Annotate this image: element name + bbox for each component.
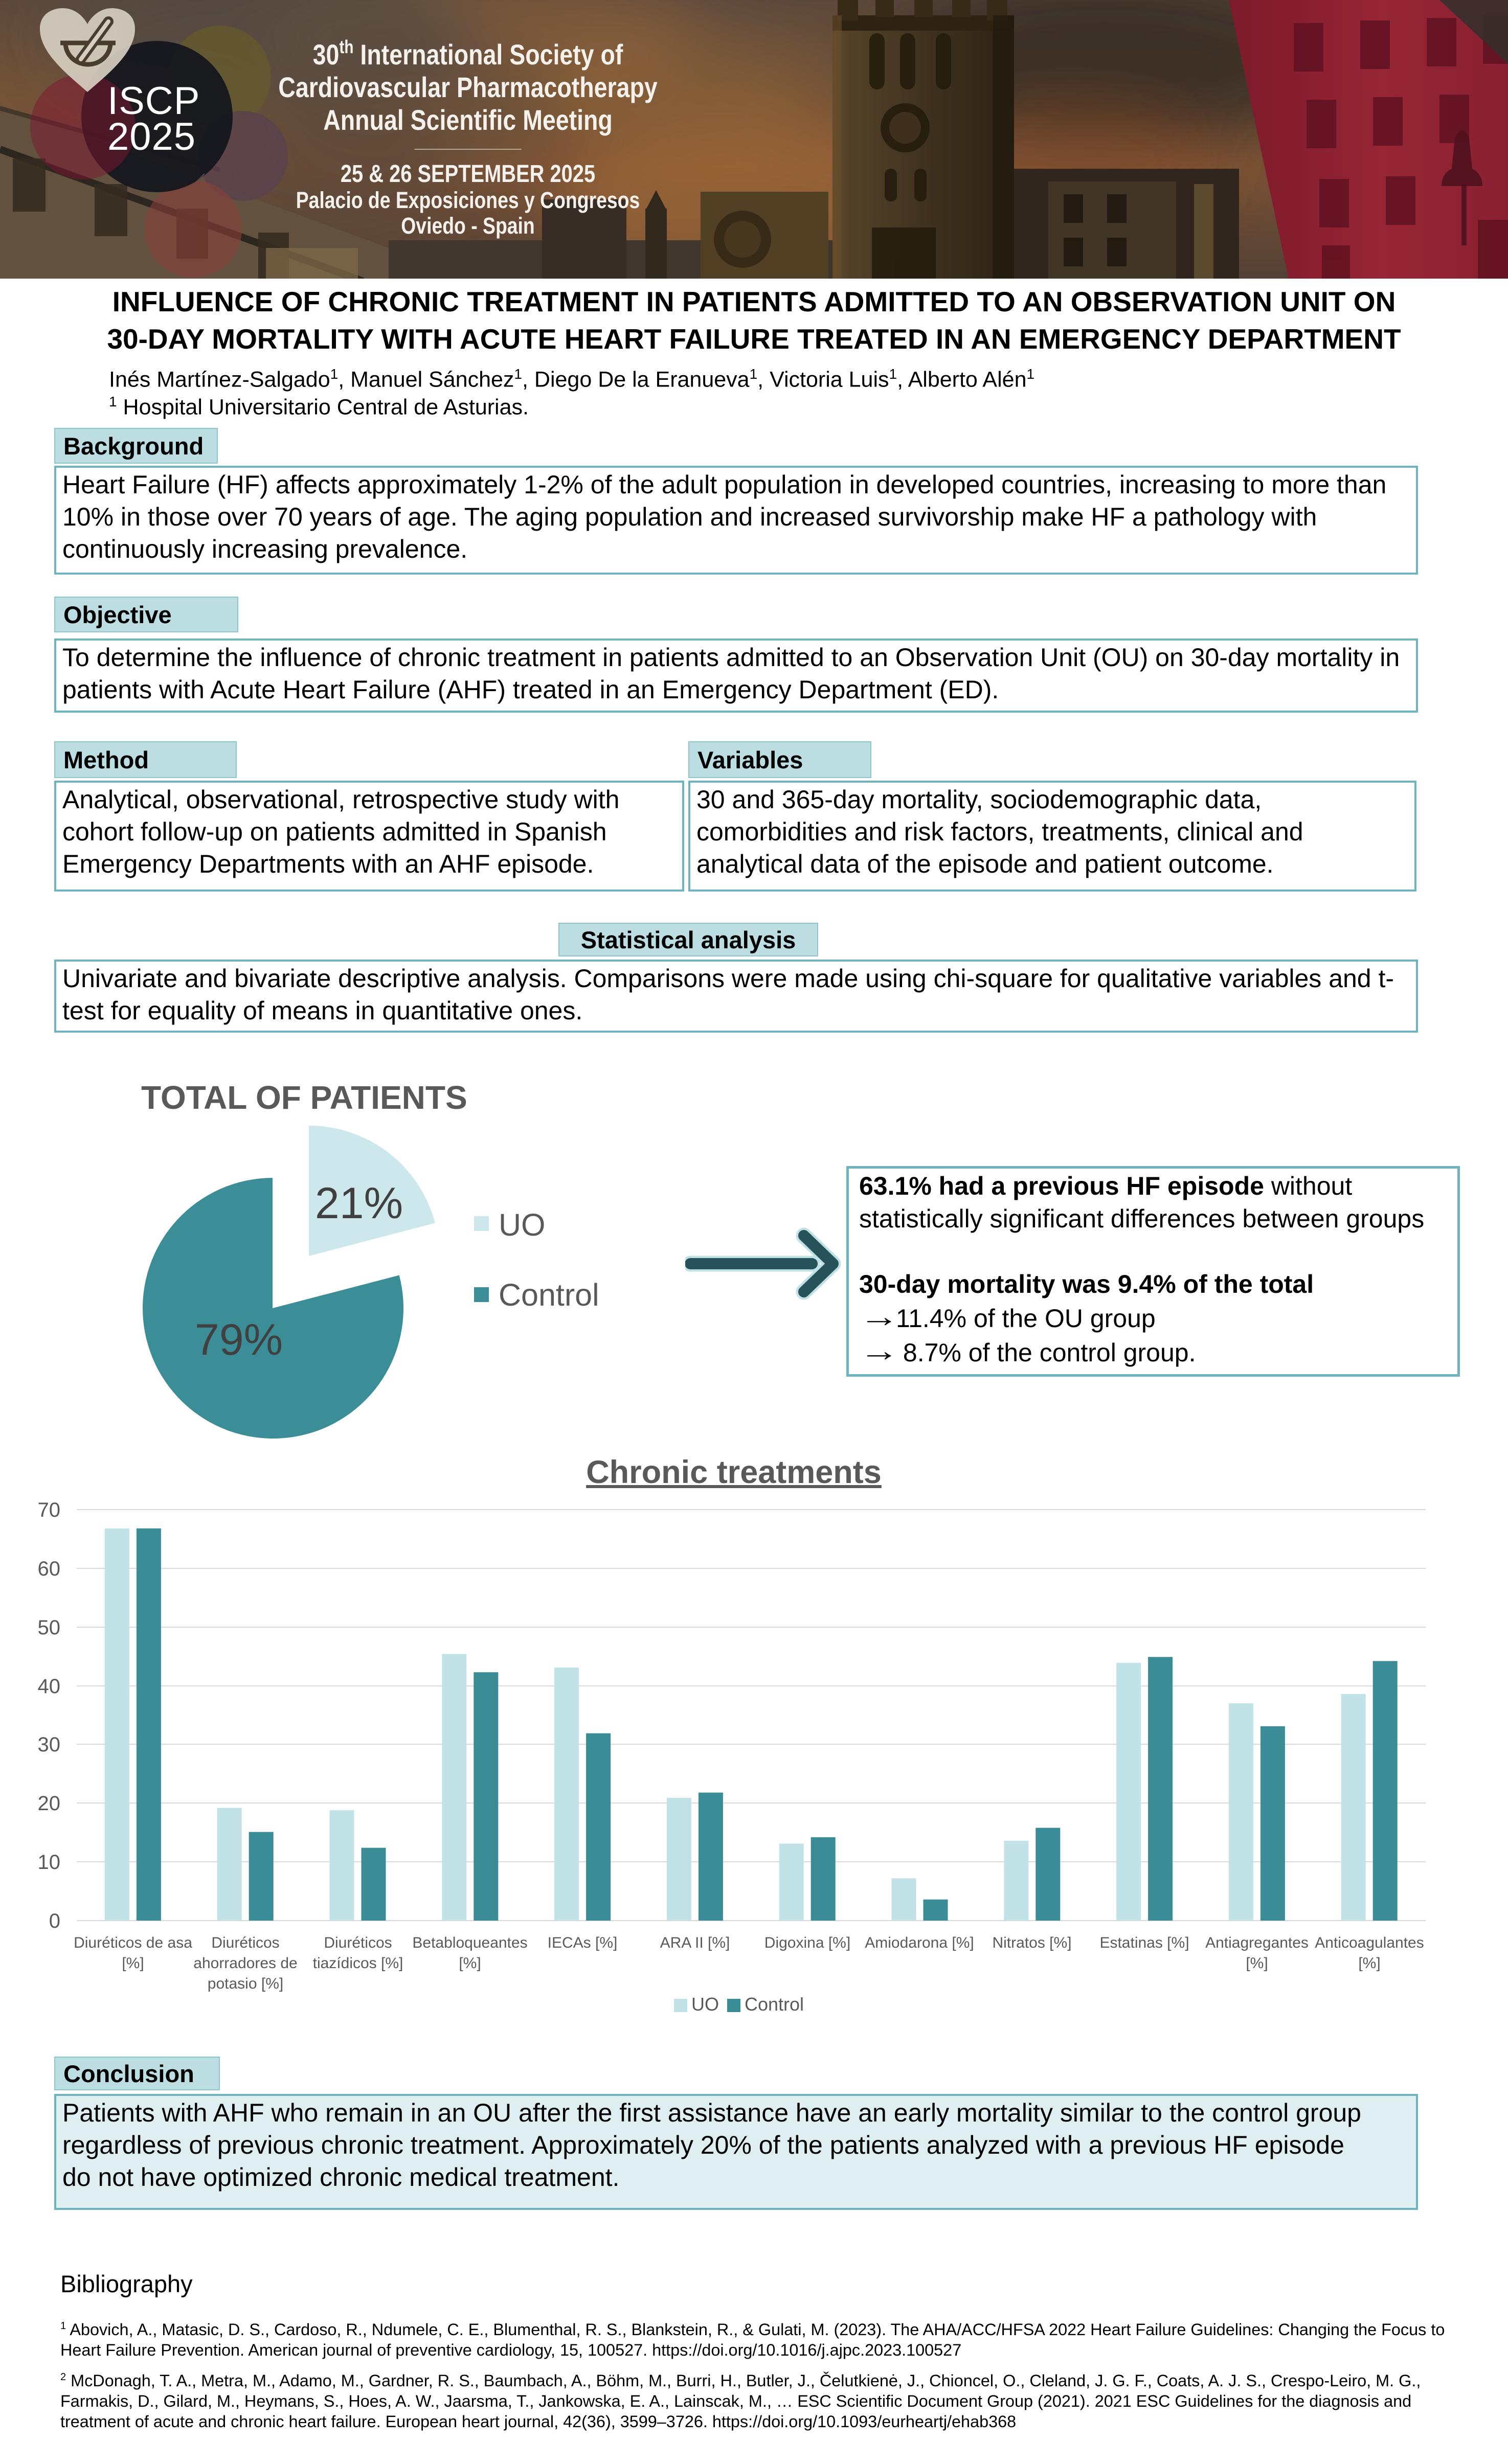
svg-text:21%: 21%: [315, 1179, 403, 1228]
svg-text:30: 30: [38, 1733, 61, 1756]
svg-text:Diuréticos: Diuréticos: [324, 1934, 392, 1951]
svg-text:Digoxina [%]: Digoxina [%]: [764, 1934, 850, 1951]
svg-text:IECAs [%]: IECAs [%]: [548, 1934, 618, 1951]
svg-text:ahorradores de: ahorradores de: [193, 1955, 297, 1972]
svg-text:Antiagregantes: Antiagregantes: [1205, 1934, 1309, 1951]
svg-text:40: 40: [38, 1675, 61, 1698]
svg-text:50: 50: [38, 1616, 61, 1639]
svg-text:Control: Control: [745, 1994, 804, 2015]
svg-text:0: 0: [49, 1910, 60, 1932]
svg-text:ARA II [%]: ARA II [%]: [660, 1934, 730, 1951]
svg-text:10: 10: [38, 1851, 61, 1874]
svg-text:Diuréticos de asa: Diuréticos de asa: [74, 1934, 192, 1951]
svg-text:[%]: [%]: [1358, 1955, 1380, 1972]
svg-text:Anticoagulantes: Anticoagulantes: [1315, 1934, 1424, 1951]
svg-text:Amiodarona [%]: Amiodarona [%]: [865, 1934, 974, 1951]
svg-text:[%]: [%]: [459, 1955, 481, 1972]
svg-text:Estatinas [%]: Estatinas [%]: [1099, 1934, 1189, 1951]
svg-text:20: 20: [38, 1792, 61, 1815]
svg-text:potasio [%]: potasio [%]: [208, 1975, 283, 1992]
svg-text:Nitratos [%]: Nitratos [%]: [992, 1934, 1071, 1951]
svg-text:UO: UO: [691, 1994, 719, 2015]
svg-text:Betabloqueantes: Betabloqueantes: [412, 1934, 527, 1951]
svg-text:79%: 79%: [195, 1315, 283, 1364]
svg-text:60: 60: [38, 1558, 61, 1580]
svg-text:[%]: [%]: [1246, 1955, 1268, 1972]
svg-text:tiazídicos [%]: tiazídicos [%]: [313, 1955, 403, 1972]
svg-text:[%]: [%]: [122, 1955, 144, 1972]
svg-text:Diuréticos: Diuréticos: [211, 1934, 279, 1951]
svg-text:70: 70: [38, 1499, 61, 1521]
